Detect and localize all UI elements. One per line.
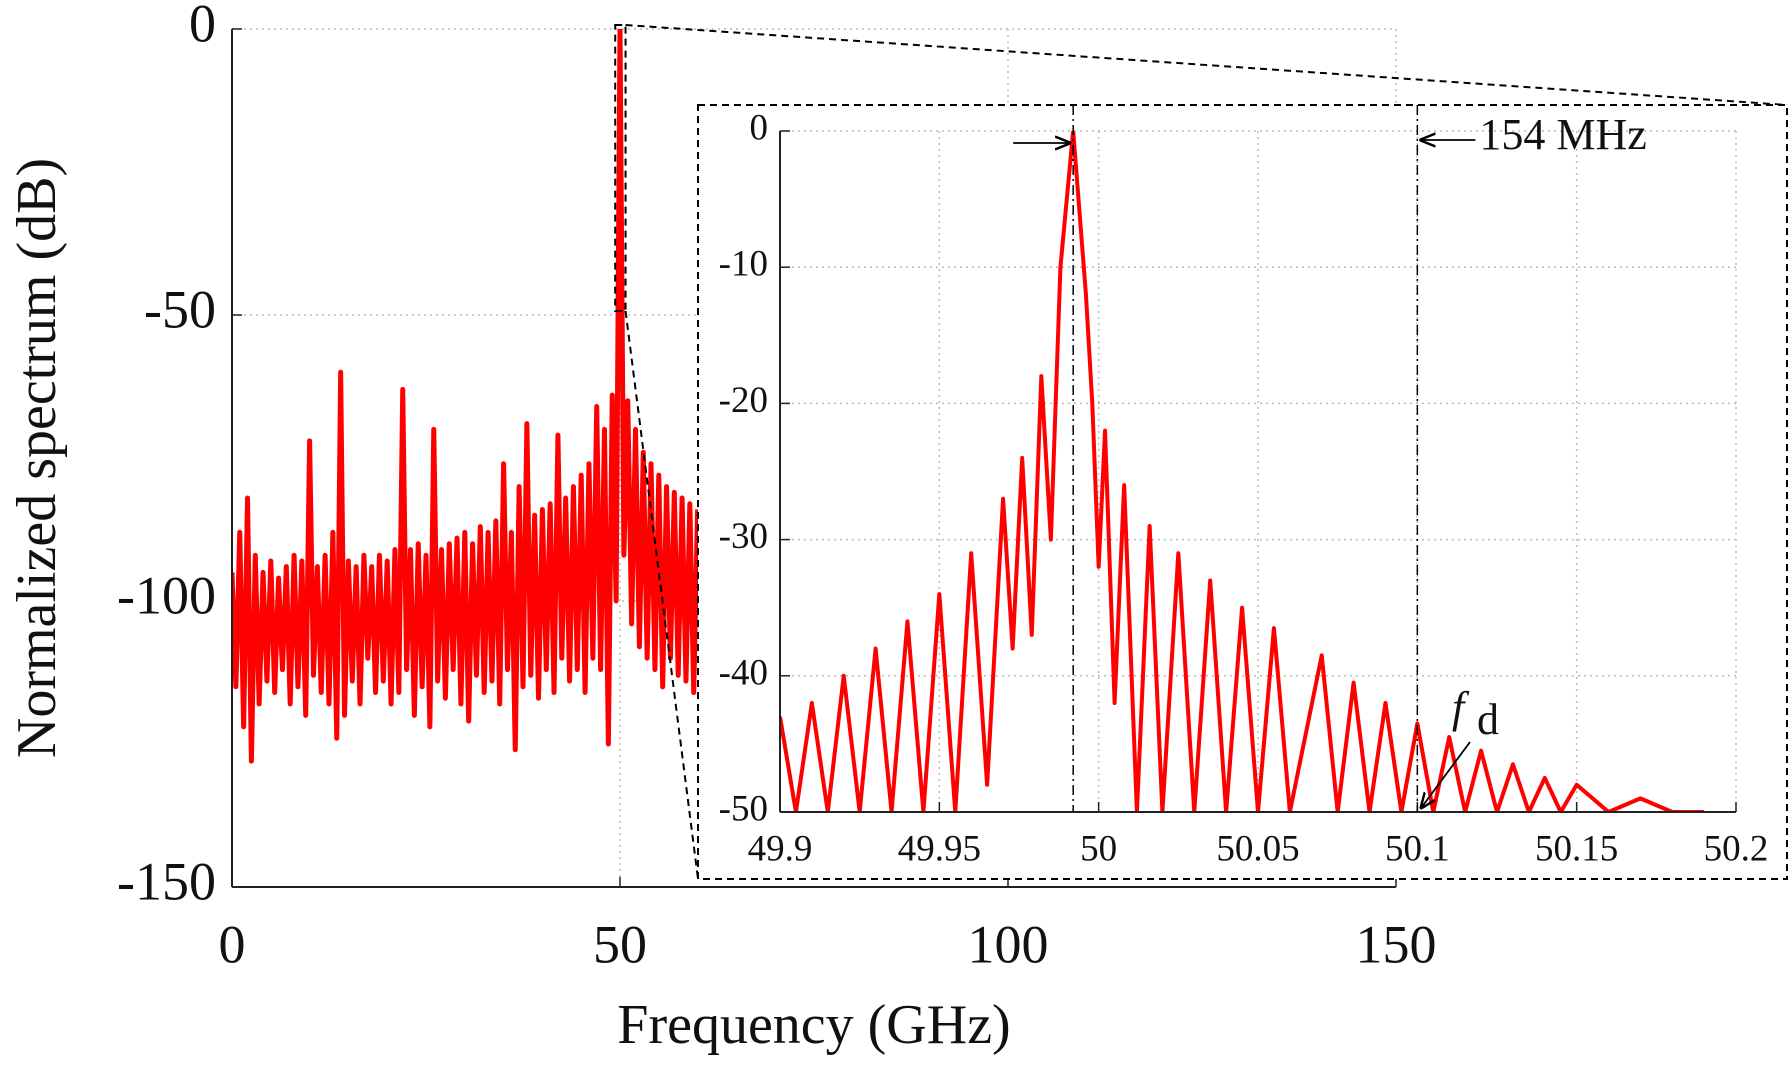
y-tick-label: -20 — [719, 380, 768, 421]
x-tick-label: 50.1 — [1385, 828, 1450, 869]
zoom-connector — [625, 24, 1788, 106]
x-tick-label: 150 — [1356, 914, 1437, 974]
plot-area — [780, 131, 1736, 812]
x-axis-label: Frequency (GHz) — [617, 994, 1010, 1056]
y-tick-label: -10 — [719, 244, 768, 285]
y-tick-label: -150 — [117, 851, 216, 911]
annotation: d — [1477, 695, 1499, 744]
x-tick-label: 49.95 — [898, 828, 981, 869]
y-tick-label: -100 — [117, 565, 216, 625]
y-tick-label: 0 — [189, 0, 216, 53]
spectrum-line — [232, 29, 701, 764]
spectrum-line — [780, 131, 1705, 812]
y-tick-label: 0 — [750, 107, 769, 148]
x-tick-label: 0 — [219, 914, 246, 974]
x-tick-label: 50.05 — [1216, 828, 1299, 869]
x-tick-label: 49.9 — [748, 828, 813, 869]
y-tick-label: -40 — [719, 652, 768, 693]
y-axis-label: Normalized spectrum (dB) — [6, 158, 68, 758]
zoom-box — [614, 24, 627, 312]
x-tick-label: 50.2 — [1704, 828, 1769, 869]
x-tick-label: 50.15 — [1535, 828, 1618, 869]
arrow — [1420, 741, 1471, 809]
x-tick-label: 100 — [968, 914, 1049, 974]
y-tick-label: -50 — [719, 788, 768, 829]
y-tick-label: -50 — [144, 279, 216, 339]
x-tick-label: 50 — [1080, 828, 1117, 869]
y-tick-label: -30 — [719, 516, 768, 557]
annotation: 154 MHz — [1479, 110, 1646, 159]
x-tick-label: 50 — [593, 914, 647, 974]
